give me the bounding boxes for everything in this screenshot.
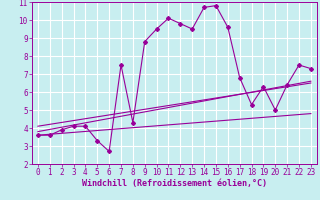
X-axis label: Windchill (Refroidissement éolien,°C): Windchill (Refroidissement éolien,°C) — [82, 179, 267, 188]
